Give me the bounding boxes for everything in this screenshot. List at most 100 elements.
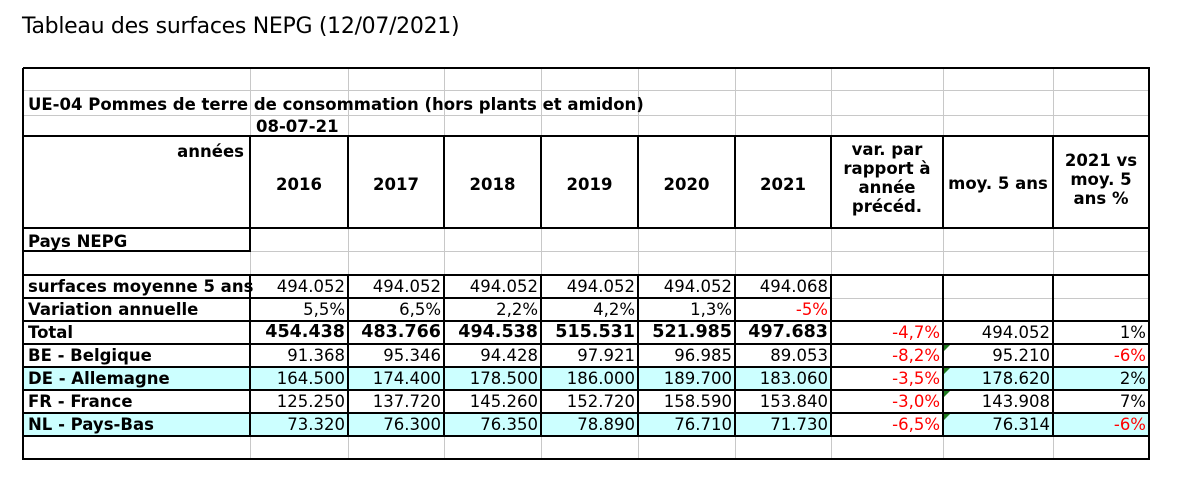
cell-border — [249, 136, 251, 229]
avg-header: moy. 5 ans — [948, 174, 1048, 193]
row-label: BE - Belgique — [28, 345, 152, 365]
comment-indicator-icon — [944, 391, 950, 397]
avg-cell: 494.052 — [981, 322, 1050, 342]
year-header: 2018 — [469, 174, 516, 194]
table-cell: 6,5% — [399, 299, 441, 319]
vs-cell: 7% — [1119, 391, 1146, 411]
cell-border — [23, 297, 832, 299]
table-cell: 183.060 — [759, 368, 828, 388]
table-cell: 164.500 — [276, 368, 345, 388]
grid-line — [23, 251, 1149, 252]
grid-line — [23, 90, 1149, 91]
grid-line — [638, 68, 639, 459]
vs-cell: 1% — [1119, 322, 1146, 342]
table-cell: 76.710 — [674, 414, 732, 434]
country-header: Pays NEPG — [28, 231, 128, 251]
table-cell: 494.052 — [566, 276, 635, 296]
table-cell: 174.400 — [372, 368, 441, 388]
avg-cell: 95.210 — [992, 345, 1050, 365]
grid-line — [735, 68, 736, 459]
table-cell: 494.052 — [372, 276, 441, 296]
table-cell: 5,5% — [303, 299, 345, 319]
row-highlight — [24, 414, 831, 436]
table-cell: 1,3% — [690, 299, 732, 319]
row-label: Variation annuelle — [28, 299, 199, 319]
comment-indicator-icon — [944, 414, 950, 420]
vs-cell: -6% — [1113, 414, 1146, 434]
var-header: var. par rapport à année précéd. — [843, 140, 931, 216]
cell-border — [734, 136, 736, 229]
year-header: 2021 — [760, 174, 806, 194]
cell-border — [1148, 68, 1150, 460]
cell-border — [347, 275, 349, 437]
table-date: 08-07-21 — [256, 116, 339, 136]
cell-border — [23, 343, 1150, 345]
table-cell: 94.428 — [480, 345, 538, 365]
row-highlight — [943, 368, 1149, 390]
table-cell: 189.700 — [663, 368, 732, 388]
table-cell: 97.921 — [577, 345, 635, 365]
comment-indicator-icon — [944, 368, 950, 374]
table-cell: 454.438 — [265, 321, 345, 342]
table-cell: 78.890 — [577, 414, 635, 434]
table-cell: 73.320 — [287, 414, 345, 434]
table-cell: 497.683 — [748, 321, 828, 342]
cell-border — [942, 136, 944, 229]
grid-line — [831, 68, 832, 459]
vs-header: 2021 vs moy. 5 ans % — [1064, 151, 1138, 208]
table-cell: 76.300 — [383, 414, 441, 434]
cell-border — [830, 275, 832, 437]
table-cell: 145.260 — [469, 391, 538, 411]
table-cell: 76.350 — [480, 414, 538, 434]
cell-border — [637, 136, 639, 229]
row-label: NL - Pays-Bas — [28, 414, 154, 434]
grid-line — [541, 68, 542, 459]
var-cell: -4,7% — [892, 322, 940, 342]
table-cell: 4,2% — [593, 299, 635, 319]
grid-line — [943, 68, 944, 459]
vs-cell: -6% — [1113, 345, 1146, 365]
row-label: surfaces moyenne 5 ans — [28, 276, 254, 296]
var-cell: -6,5% — [892, 414, 940, 434]
table-cell: 153.840 — [759, 391, 828, 411]
table-cell: 515.531 — [555, 321, 635, 342]
table-cell: 483.766 — [361, 321, 441, 342]
cell-border — [942, 275, 944, 437]
row-label: Total — [28, 322, 74, 342]
grid-line — [348, 68, 349, 459]
header-label: années — [177, 141, 244, 161]
grid-line — [1053, 68, 1054, 459]
table-cell: 521.985 — [652, 321, 732, 342]
table-cell: 91.368 — [287, 345, 345, 365]
cell-border — [23, 274, 1150, 276]
cell-border — [23, 366, 1150, 368]
cell-border — [23, 458, 1150, 460]
row-label: FR - France — [28, 391, 133, 411]
year-header: 2020 — [663, 174, 710, 194]
cell-border — [249, 228, 251, 252]
cell-border — [540, 136, 542, 229]
table-cell: 494.052 — [276, 276, 345, 296]
year-header: 2019 — [566, 174, 613, 194]
table-cell: -5% — [795, 299, 828, 319]
avg-cell: 143.908 — [981, 391, 1050, 411]
cell-border — [23, 320, 1150, 322]
table-cell: 494.052 — [663, 276, 732, 296]
table-cell: 178.500 — [469, 368, 538, 388]
page-title: Tableau des surfaces NEPG (12/07/2021) — [22, 14, 460, 39]
table-cell: 2,2% — [496, 299, 538, 319]
cell-border — [830, 136, 832, 229]
cell-border — [23, 135, 1150, 137]
cell-border — [23, 250, 251, 252]
cell-border — [22, 68, 24, 460]
row-highlight — [943, 414, 1149, 436]
table-cell: 158.590 — [663, 391, 732, 411]
year-header: 2016 — [276, 174, 322, 194]
cell-border — [23, 412, 1150, 414]
table-cell: 494.068 — [759, 276, 828, 296]
cell-border — [1052, 136, 1054, 229]
cell-border — [23, 227, 1150, 229]
row-label: DE - Allemagne — [28, 368, 170, 388]
var-cell: -8,2% — [892, 345, 940, 365]
cell-border — [540, 275, 542, 437]
